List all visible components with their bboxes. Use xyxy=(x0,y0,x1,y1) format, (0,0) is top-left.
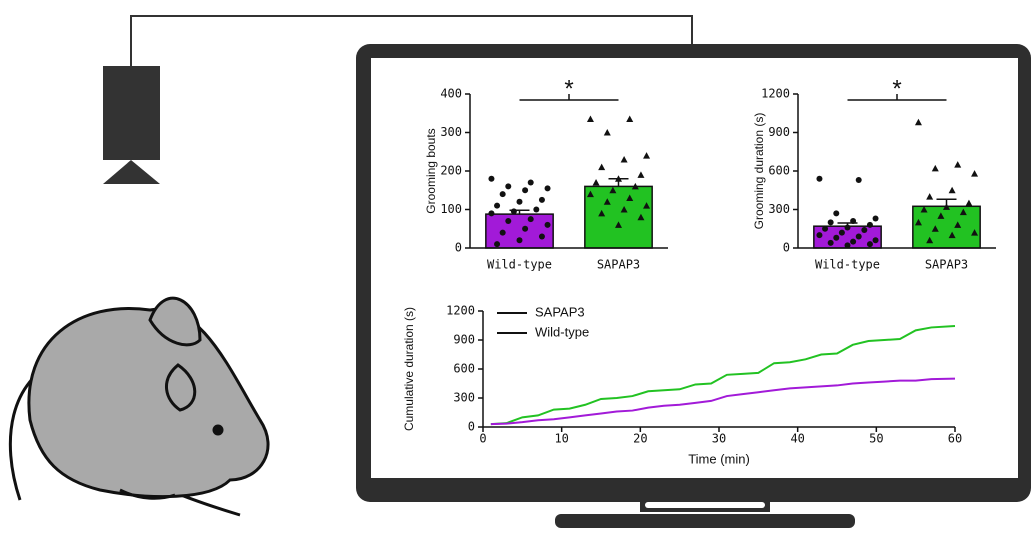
data-point xyxy=(822,226,828,232)
data-point xyxy=(839,230,845,236)
x-axis-label: Time (min) xyxy=(688,451,750,466)
x-tick-label: 20 xyxy=(633,432,647,446)
data-point xyxy=(873,215,879,221)
bar xyxy=(913,206,980,248)
y-tick-label: 200 xyxy=(440,164,462,178)
y-tick-label: 0 xyxy=(468,420,475,434)
x-tick-label: Wild-type xyxy=(815,258,880,272)
data-point xyxy=(522,226,528,232)
y-tick-label: 900 xyxy=(453,333,475,347)
data-point xyxy=(511,208,517,214)
y-axis-label: Grooming duration (s) xyxy=(752,113,766,230)
data-point xyxy=(517,237,523,243)
x-tick-label: 60 xyxy=(948,432,962,446)
camera-body xyxy=(103,66,160,160)
data-point xyxy=(533,207,539,213)
monitor-slot xyxy=(645,502,765,508)
data-point xyxy=(488,210,494,216)
x-tick-label: Wild-type xyxy=(487,258,552,272)
data-point xyxy=(545,185,551,191)
data-point xyxy=(500,191,506,197)
data-point xyxy=(545,222,551,228)
monitor-screen xyxy=(371,58,1018,478)
data-point xyxy=(873,237,879,243)
y-tick-label: 0 xyxy=(783,241,790,255)
y-axis-label: Cumulative duration (s) xyxy=(402,307,416,431)
x-tick-label: 50 xyxy=(869,432,883,446)
x-tick-label: SAPAP3 xyxy=(925,258,968,272)
y-tick-label: 600 xyxy=(453,362,475,376)
data-point xyxy=(494,203,500,209)
x-tick-label: 30 xyxy=(712,432,726,446)
data-point xyxy=(505,183,511,189)
y-tick-label: 300 xyxy=(453,391,475,405)
data-point xyxy=(856,233,862,239)
significance-label: * xyxy=(564,75,573,102)
legend-label: Wild-type xyxy=(535,324,589,339)
data-point xyxy=(528,180,534,186)
x-tick-label: 0 xyxy=(479,432,486,446)
y-tick-label: 1200 xyxy=(446,304,475,318)
y-tick-label: 900 xyxy=(768,125,790,139)
data-point xyxy=(505,218,511,224)
y-tick-label: 300 xyxy=(768,202,790,216)
data-point xyxy=(828,219,834,225)
y-tick-label: 0 xyxy=(455,241,462,255)
data-point xyxy=(539,233,545,239)
x-tick-label: SAPAP3 xyxy=(597,258,640,272)
significance-label: * xyxy=(892,75,901,102)
data-point xyxy=(856,177,862,183)
data-point xyxy=(845,224,851,230)
data-point xyxy=(816,176,822,182)
data-point xyxy=(528,216,534,222)
x-tick-label: 10 xyxy=(554,432,568,446)
camera-lens xyxy=(103,160,160,184)
data-point xyxy=(850,239,856,245)
y-tick-label: 600 xyxy=(768,164,790,178)
page: {"chart_data": [ {"type": "bar", "ylabel… xyxy=(0,0,1031,528)
data-point xyxy=(816,232,822,238)
data-point xyxy=(833,210,839,216)
data-point xyxy=(850,218,856,224)
y-axis-label: Grooming bouts xyxy=(424,128,438,213)
data-point xyxy=(517,199,523,205)
data-point xyxy=(833,235,839,241)
y-tick-label: 400 xyxy=(440,87,462,101)
x-tick-label: 40 xyxy=(790,432,804,446)
data-point xyxy=(867,222,873,228)
data-point xyxy=(539,197,545,203)
data-point xyxy=(500,230,506,236)
y-tick-label: 1200 xyxy=(761,87,790,101)
data-point xyxy=(488,176,494,182)
mouse xyxy=(10,298,268,515)
figure: 0100200300400Grooming boutsWild-typeSAPA… xyxy=(0,0,1031,528)
data-point xyxy=(494,241,500,247)
y-tick-label: 300 xyxy=(440,125,462,139)
legend-label: SAPAP3 xyxy=(535,304,585,319)
data-point xyxy=(522,187,528,193)
monitor-base xyxy=(555,514,855,528)
data-point xyxy=(861,227,867,233)
y-tick-label: 100 xyxy=(440,202,462,216)
data-point xyxy=(828,240,834,246)
data-point xyxy=(867,241,873,247)
